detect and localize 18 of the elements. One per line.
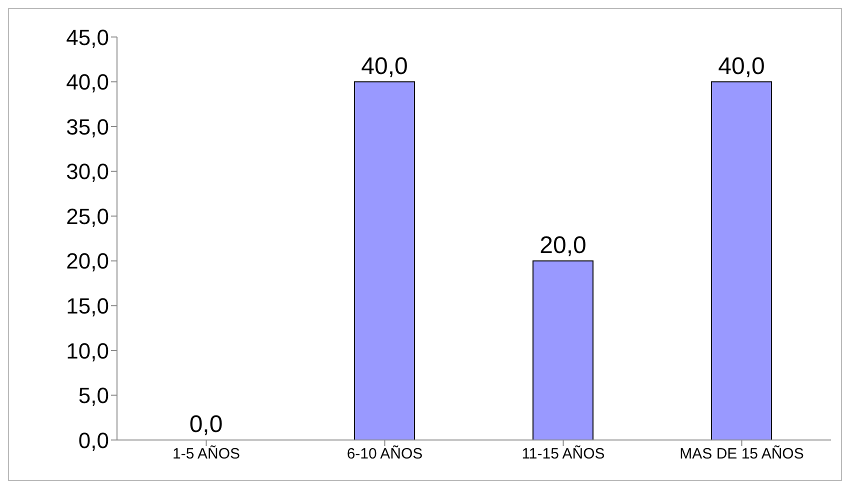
x-tick-label: 6-10 AÑOS [346, 444, 423, 463]
data-label: 0,0 [189, 411, 223, 438]
x-tick-label: 11-15 AÑOS [522, 444, 605, 463]
y-tick-label: 20,0 [66, 248, 109, 274]
y-tick-label: 40,0 [66, 70, 109, 95]
data-label: 40,0 [361, 52, 408, 80]
y-tick-label: 45,0 [66, 24, 109, 50]
y-tick-label: 15,0 [66, 293, 109, 318]
y-tick-label: 0,0 [78, 428, 109, 453]
y-tick-label: 25,0 [66, 204, 109, 229]
x-tick-label: 1-5 AÑOS [172, 444, 240, 463]
data-label: 40,0 [718, 52, 765, 80]
y-tick-label: 30,0 [66, 159, 109, 184]
y-tick-label: 5,0 [78, 383, 109, 408]
y-tick-label: 35,0 [66, 114, 109, 140]
y-tick-label: 10,0 [66, 338, 109, 364]
x-tick-label: MAS DE 15 AÑOS [680, 444, 804, 463]
data-label: 20,0 [540, 232, 586, 259]
